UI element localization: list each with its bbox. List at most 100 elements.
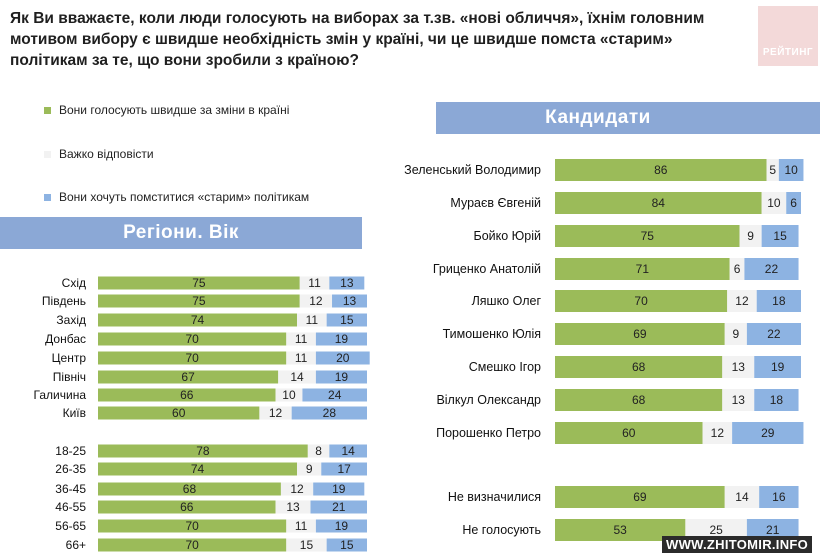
watermark: WWW.ZHITOMIR.INFO — [662, 536, 813, 553]
bar-segment-change — [98, 370, 279, 384]
data-label: 15 — [300, 538, 314, 552]
bar-segment-revenge — [754, 389, 799, 411]
data-label: 75 — [192, 294, 206, 308]
legend-label: Вони хочуть помститися «старим» політика… — [59, 190, 310, 204]
category-label: Смешко Ігор — [469, 360, 541, 374]
legend-item-change: Вони голосують швидше за зміни в країні — [44, 103, 289, 117]
data-label: 74 — [191, 313, 205, 327]
bar-segment-change — [98, 444, 308, 458]
bar-segment-revenge — [754, 356, 801, 378]
data-label: 12 — [290, 482, 304, 496]
data-label: 14 — [290, 370, 304, 384]
bar-segment-revenge — [302, 388, 367, 402]
data-label: 5 — [769, 163, 776, 177]
category-label: Ляшко Олег — [472, 294, 542, 308]
bar-segment-change — [98, 519, 287, 533]
data-label: 13 — [340, 276, 354, 290]
bar-segment-hard-to-say — [724, 323, 747, 345]
data-label: 74 — [191, 462, 205, 476]
bar-segment-revenge — [756, 290, 801, 312]
data-label: 78 — [196, 444, 210, 458]
data-label: 70 — [185, 332, 199, 346]
bar-segment-change — [555, 519, 686, 541]
bar-segment-change — [98, 482, 281, 496]
bar-segment-change — [98, 388, 276, 402]
data-label: 11 — [308, 276, 321, 290]
data-label: 66 — [180, 388, 194, 402]
bar-segment-change — [555, 422, 703, 444]
bar-segment-hard-to-say — [259, 406, 292, 420]
data-label: 17 — [337, 462, 351, 476]
data-label: 16 — [772, 490, 786, 504]
category-label: 26-35 — [55, 462, 86, 476]
bar-segment-revenge — [315, 519, 367, 533]
bar-segment-revenge — [332, 294, 367, 308]
data-label: 9 — [732, 327, 739, 341]
data-label: 19 — [335, 332, 349, 346]
category-label: Донбас — [45, 332, 86, 346]
bar-segment-hard-to-say — [307, 444, 330, 458]
data-label: 12 — [735, 294, 749, 308]
legend-swatch-gray — [44, 150, 51, 158]
legend-label: Вони голосують швидше за зміни в країні — [59, 103, 290, 117]
logo-text: РЕЙТИНГ — [762, 47, 814, 58]
category-label: 56-65 — [55, 519, 86, 533]
bar-segment-hard-to-say — [286, 519, 316, 533]
bar-segment-hard-to-say — [299, 276, 330, 290]
category-label: Бойко Юрій — [473, 229, 541, 243]
data-label: 70 — [185, 538, 199, 552]
data-label: 29 — [761, 426, 775, 440]
legend-item-revenge: Вони хочуть помститися «старим» політика… — [44, 190, 309, 204]
data-label: 11 — [295, 351, 308, 365]
bar-segment-hard-to-say — [286, 538, 327, 552]
bar-segment-hard-to-say — [729, 258, 745, 280]
category-label: Гриценко Анатолій — [433, 262, 541, 276]
bar-segment-change — [555, 192, 762, 214]
bar-segment-revenge — [291, 406, 367, 420]
data-label: 6 — [790, 196, 797, 210]
regions-banner: Регіони. Вік — [0, 217, 362, 249]
data-label: 21 — [332, 500, 346, 514]
data-label: 11 — [295, 519, 308, 533]
data-label: 68 — [183, 482, 197, 496]
data-label: 53 — [614, 523, 628, 537]
data-label: 10 — [282, 388, 296, 402]
bar-segment-revenge — [759, 486, 799, 508]
bar-segment-revenge — [329, 444, 367, 458]
data-label: 15 — [773, 229, 787, 243]
category-label: Північ — [53, 370, 86, 384]
data-label: 19 — [335, 519, 349, 533]
bar-segment-revenge — [778, 159, 804, 181]
data-label: 13 — [343, 294, 357, 308]
data-label: 68 — [632, 393, 646, 407]
bar-segment-change — [555, 225, 740, 247]
data-label: 18 — [770, 393, 784, 407]
bar-segment-change — [98, 276, 300, 290]
bar-segment-change — [98, 313, 298, 327]
bar-segment-change — [98, 538, 287, 552]
bar-segment-hard-to-say — [297, 462, 322, 476]
legend-swatch-green — [44, 106, 51, 114]
data-label: 84 — [652, 196, 666, 210]
data-label: 22 — [767, 327, 781, 341]
data-label: 12 — [269, 406, 283, 420]
legend-label: Важко відповісти — [59, 147, 154, 161]
data-label: 71 — [636, 262, 650, 276]
bar-segment-change — [98, 332, 287, 346]
data-label: 70 — [185, 351, 199, 365]
data-label: 68 — [632, 360, 646, 374]
data-label: 19 — [335, 370, 349, 384]
bar-segment-revenge — [310, 500, 367, 514]
data-label: 69 — [633, 327, 647, 341]
data-label: 15 — [340, 313, 354, 327]
bar-segment-hard-to-say — [761, 192, 787, 214]
category-label: Тимошенко Юлія — [443, 327, 541, 341]
bar-segment-hard-to-say — [766, 159, 779, 181]
bar-segment-revenge — [329, 276, 365, 290]
bar-segment-hard-to-say — [280, 482, 314, 496]
data-label: 86 — [654, 163, 668, 177]
category-label: Галичина — [34, 388, 87, 402]
legend-item-hard-to-say: Важко відповісти — [44, 147, 154, 161]
bar-segment-revenge — [315, 351, 370, 365]
